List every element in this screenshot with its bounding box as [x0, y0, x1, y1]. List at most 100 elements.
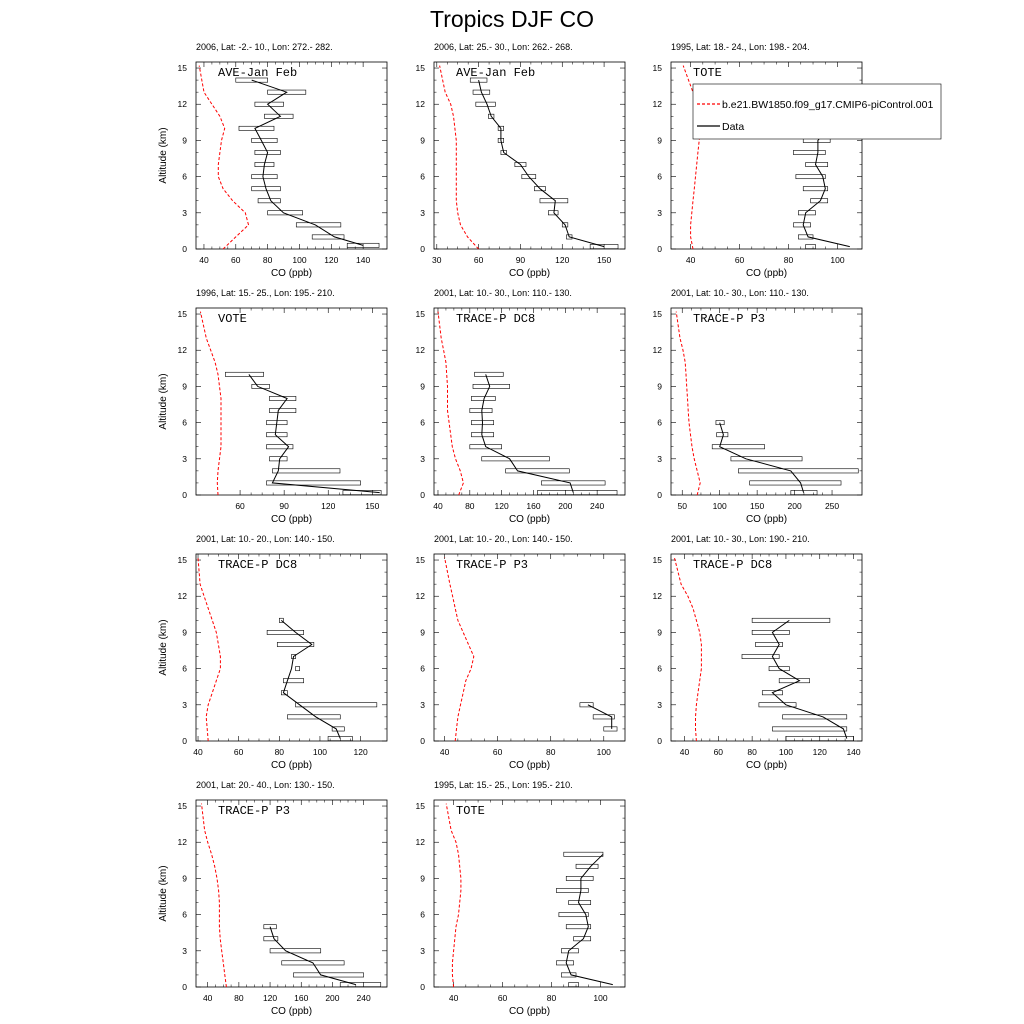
- campaign-label: TRACE-P DC8: [218, 558, 297, 572]
- obs-range-box: [235, 77, 268, 83]
- obs-range-box: [295, 702, 378, 708]
- obs-range-box: [798, 210, 816, 216]
- x-tick-label: 60: [735, 255, 745, 265]
- model-profile-line: [197, 557, 221, 742]
- obs-range-box: [755, 642, 783, 647]
- y-tick-label: 9: [182, 381, 187, 391]
- y-tick-label: 3: [420, 946, 425, 956]
- plot-frame: [195, 799, 388, 988]
- obs-range-box: [254, 150, 281, 155]
- obs-range-box: [561, 972, 577, 978]
- obs-range-box: [263, 936, 279, 942]
- obs-range-box: [556, 888, 589, 893]
- campaign-label: AVE-Jan Feb: [218, 66, 297, 80]
- x-tick-label: 240: [590, 501, 604, 511]
- panel-subtitle: 2001, Lat: 10.- 20., Lon: 140.- 150.: [434, 534, 573, 544]
- x-tick-label: 100: [292, 255, 306, 265]
- plot-frame: [433, 553, 626, 742]
- panel-subtitle: 2001, Lat: 10.- 30., Lon: 110.- 130.: [434, 288, 572, 298]
- panel-p4: 60 90 120 150 0 3 6 9 12 15 1996, Lat: 15.- 25., L…: [158, 288, 388, 525]
- obs-range-box: [556, 960, 574, 966]
- obs-range-box: [474, 371, 504, 377]
- model-profile-line: [675, 311, 701, 496]
- x-tick-label: 50: [678, 501, 688, 511]
- obs-range-box: [251, 384, 270, 389]
- y-tick-label: 6: [420, 172, 425, 182]
- x-tick-label: 60: [493, 747, 503, 757]
- x-tick-label: 100: [779, 747, 793, 757]
- y-tick-label: 12: [178, 99, 188, 109]
- y-tick-label: 3: [182, 700, 187, 710]
- y-tick-label: 3: [420, 208, 425, 218]
- x-tick-label: 200: [787, 501, 801, 511]
- obs-range-box: [711, 444, 765, 450]
- y-tick-label: 12: [653, 99, 663, 109]
- obs-range-box: [785, 736, 854, 741]
- obs-range-box: [488, 113, 495, 119]
- x-tick-label: 120: [353, 747, 367, 757]
- obs-range-box: [267, 89, 307, 95]
- y-tick-label: 15: [178, 309, 188, 319]
- y-tick-label: 3: [657, 208, 662, 218]
- y-tick-label: 9: [182, 135, 187, 145]
- y-tick-label: 12: [178, 591, 188, 601]
- obs-range-box: [741, 654, 780, 659]
- obs-range-box: [267, 210, 303, 216]
- obs-range-box: [573, 936, 592, 942]
- campaign-label: TRACE-P P3: [218, 804, 290, 818]
- panel-subtitle: 2001, Lat: 10.- 20., Lon: 140.- 150.: [196, 534, 335, 544]
- obs-range-box: [565, 924, 592, 930]
- obs-range-box: [565, 876, 594, 881]
- x-tick-label: 40: [199, 255, 209, 265]
- x-tick-label: 150: [597, 255, 611, 265]
- obs-range-box: [469, 444, 502, 450]
- obs-range-box: [269, 408, 297, 413]
- y-tick-label: 12: [416, 837, 426, 847]
- y-tick-label: 3: [420, 700, 425, 710]
- x-axis-label: CO (ppb): [746, 268, 787, 279]
- x-tick-label: 60: [235, 501, 245, 511]
- y-tick-label: 9: [657, 135, 662, 145]
- obs-profile-line: [478, 79, 605, 248]
- x-axis-label: CO (ppb): [746, 760, 787, 771]
- x-tick-label: 80: [465, 501, 475, 511]
- x-tick-label: 80: [546, 747, 556, 757]
- y-tick-label: 0: [420, 490, 425, 500]
- obs-profile-line: [248, 374, 380, 494]
- y-tick-label: 0: [182, 736, 187, 746]
- campaign-label: TOTE: [456, 804, 485, 818]
- y-tick-label: 3: [182, 208, 187, 218]
- x-axis-label: CO (ppb): [509, 1006, 550, 1017]
- panel-p11: 40 60 80 100 0 3 6 9 12 15 1995, Lat: 15.- 25., Lo…: [416, 780, 626, 1017]
- obs-range-box: [295, 666, 300, 672]
- y-tick-label: 12: [653, 345, 663, 355]
- y-tick-label: 15: [653, 309, 663, 319]
- x-axis-label: CO (ppb): [271, 760, 312, 771]
- obs-range-box: [276, 642, 315, 647]
- y-tick-label: 6: [182, 664, 187, 674]
- y-tick-label: 12: [178, 837, 188, 847]
- obs-range-box: [782, 714, 848, 720]
- x-tick-label: 120: [321, 501, 335, 511]
- y-tick-label: 12: [416, 345, 426, 355]
- y-tick-label: 15: [416, 801, 426, 811]
- panel-subtitle: 2006, Lat: 25.- 30., Lon: 262.- 268.: [434, 42, 573, 52]
- plot-frame: [433, 61, 626, 250]
- x-tick-label: 140: [846, 747, 860, 757]
- y-tick-label: 6: [657, 664, 662, 674]
- obs-range-box: [269, 948, 322, 954]
- x-axis-label: CO (ppb): [271, 514, 312, 525]
- obs-range-box: [768, 666, 790, 672]
- obs-profile-line: [565, 853, 613, 986]
- campaign-label: TOTE: [693, 66, 722, 80]
- obs-range-box: [469, 408, 493, 413]
- x-tick-label: 40: [193, 747, 203, 757]
- x-tick-label: 60: [231, 255, 241, 265]
- y-tick-label: 15: [416, 63, 426, 73]
- y-tick-label: 15: [178, 801, 188, 811]
- y-tick-label: 3: [657, 454, 662, 464]
- figure-title: Tropics DJF CO: [430, 6, 594, 32]
- panel-p10: 40 80 120 160 200 240 0 3 6 9 12 15 2001, Lat: 20.- …: [158, 780, 388, 1017]
- x-tick-label: 100: [313, 747, 327, 757]
- campaign-label: VOTE: [218, 312, 247, 326]
